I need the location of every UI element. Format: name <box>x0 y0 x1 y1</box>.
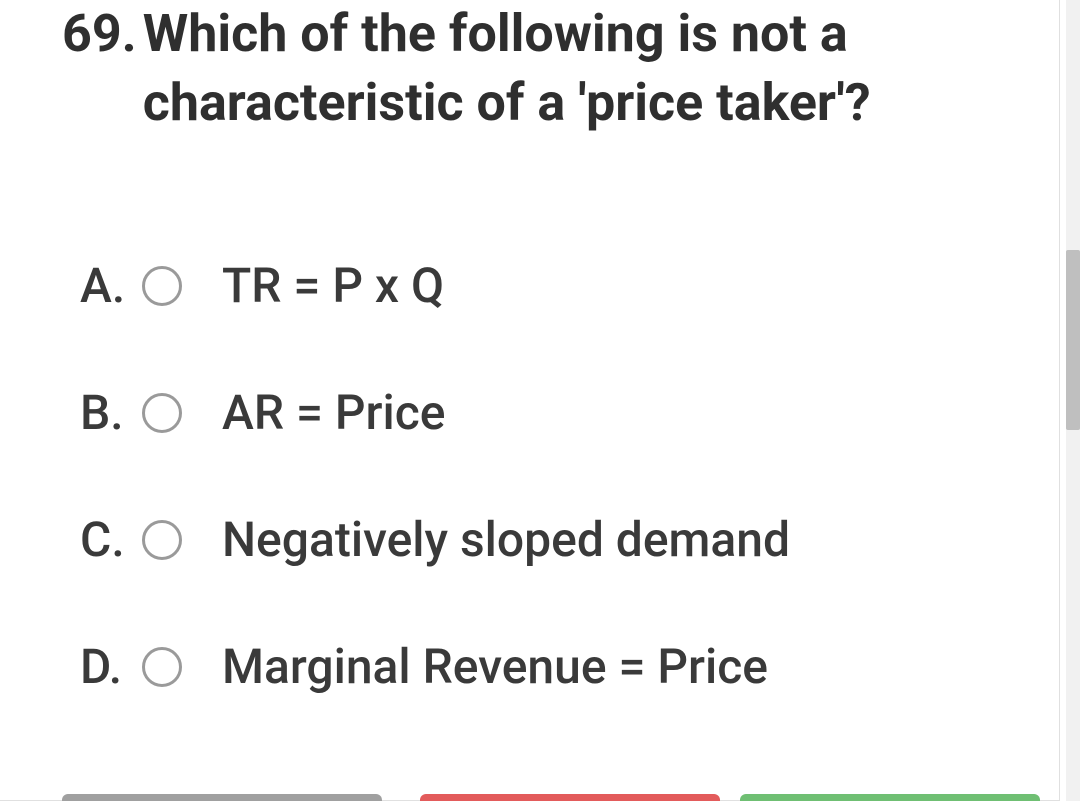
radio-icon[interactable] <box>142 266 182 306</box>
option-letter: A. <box>80 257 142 314</box>
option-d[interactable]: D. Marginal Revenue = Price <box>80 638 1059 695</box>
option-text: Marginal Revenue = Price <box>222 638 768 695</box>
button-hint <box>62 794 382 801</box>
question-text: Which of the following is not a characte… <box>143 0 1019 137</box>
radio-icon[interactable] <box>142 520 182 560</box>
question-card: 69. Which of the following is not a char… <box>0 0 1060 801</box>
option-letter: C. <box>80 511 142 568</box>
option-c[interactable]: C. Negatively sloped demand <box>80 511 1059 568</box>
question-block: 69. Which of the following is not a char… <box>0 0 1059 137</box>
option-text: Negatively sloped demand <box>222 511 790 568</box>
option-a[interactable]: A. TR = P x Q <box>80 257 1059 314</box>
scrollbar-thumb[interactable] <box>1066 250 1080 430</box>
option-b[interactable]: B. AR = Price <box>80 384 1059 441</box>
options-list: A. TR = P x Q B. AR = Price C. Negativel… <box>0 257 1059 695</box>
option-text: AR = Price <box>222 384 446 441</box>
button-hint <box>740 794 1040 801</box>
option-letter: B. <box>80 384 142 441</box>
radio-icon[interactable] <box>142 393 182 433</box>
question-number: 69. <box>62 0 137 69</box>
radio-icon[interactable] <box>142 647 182 687</box>
button-hint <box>420 794 720 801</box>
viewport: 69. Which of the following is not a char… <box>0 0 1080 801</box>
option-text: TR = P x Q <box>222 257 444 314</box>
scrollbar-track[interactable] <box>1066 0 1080 801</box>
option-letter: D. <box>80 638 142 695</box>
